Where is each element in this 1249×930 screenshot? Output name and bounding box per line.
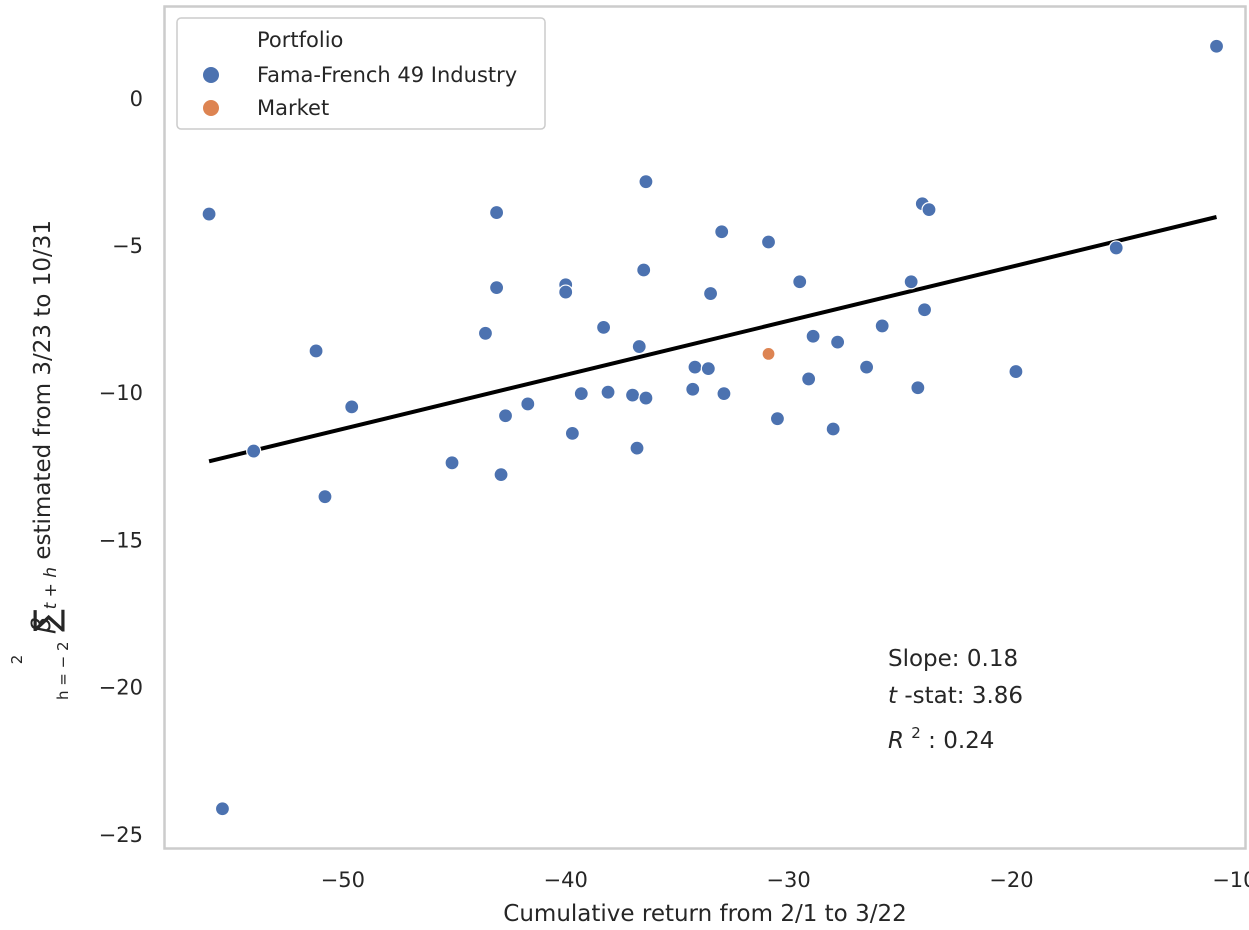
- r2-annotation: R 2 : 0.24: [888, 718, 994, 754]
- x-tick-label: −40: [544, 868, 588, 892]
- y-axis-ticks: 0 −5 −10 −15 −20 −25: [99, 87, 143, 847]
- regression-line: [208, 215, 1217, 464]
- industry-point: [858, 359, 875, 375]
- y-tick-label: 0: [130, 87, 143, 111]
- y-tick-label: −15: [99, 528, 143, 552]
- industry-point: [573, 386, 589, 402]
- slope-annotation: Slope: 0.18: [888, 646, 1018, 672]
- industry-point: [1108, 240, 1124, 256]
- industry-point: [801, 371, 817, 387]
- legend-marker-market: [203, 100, 219, 116]
- industry-point: [903, 274, 919, 290]
- industry-point: [201, 206, 217, 222]
- industry-point: [317, 489, 333, 505]
- industry-point: [687, 359, 703, 375]
- industry-point: [489, 280, 505, 296]
- sum-upper-limit: 2: [8, 655, 26, 665]
- x-tick-label: −20: [989, 868, 1033, 892]
- industry-point: [825, 421, 841, 437]
- summation-sign: ∑: [27, 609, 67, 632]
- industry-point: [921, 202, 937, 218]
- r2-value: : 0.24: [928, 728, 994, 754]
- y-axis-label: h = − 2 2 β t + h estimated from 3/23 to…: [2, 220, 74, 700]
- beta-subscript: t + h: [41, 567, 61, 610]
- industry-point: [792, 274, 808, 290]
- industry-point: [638, 174, 654, 190]
- industry-point: [1008, 363, 1024, 380]
- industry-point: [520, 396, 536, 412]
- sum-lower-limit: h = − 2: [54, 642, 72, 701]
- tstat-italic: t: [888, 683, 898, 709]
- industry-point: [444, 455, 460, 471]
- legend-entry-industry: Fama-French 49 Industry: [257, 63, 517, 87]
- legend-marker-industry: [203, 67, 219, 83]
- r2-italic: R: [888, 728, 904, 754]
- industry-point: [700, 361, 716, 377]
- industry-point: [489, 204, 505, 221]
- x-tick-label: −50: [321, 868, 365, 892]
- industry-point: [769, 411, 786, 427]
- industry-point: [685, 381, 701, 397]
- y-tick-label: −20: [99, 676, 143, 700]
- industry-point: [600, 384, 616, 400]
- industry-point: [497, 408, 514, 424]
- y-tick-label: −5: [112, 234, 143, 258]
- beta-symbol: β: [27, 617, 57, 635]
- r2-superscript: 2: [911, 724, 921, 742]
- y-tick-label: −25: [99, 823, 143, 847]
- industry-point: [636, 262, 652, 278]
- industry-point: [564, 425, 580, 441]
- legend-box: [176, 17, 546, 130]
- industry-point: [916, 302, 933, 318]
- x-axis-ticks: −50 −40 −30 −20 −10: [321, 868, 1249, 892]
- x-tick-label: −10: [1212, 868, 1249, 892]
- industry-point: [714, 224, 730, 240]
- legend-entry-market: Market: [257, 96, 329, 120]
- industry-point: [493, 467, 509, 483]
- industry-point: [308, 343, 324, 359]
- x-tick-label: −30: [766, 868, 810, 892]
- industry-point: [638, 390, 654, 406]
- industry-point: [760, 234, 777, 250]
- y-axis-label-text: estimated from 3/23 to 10/31: [30, 220, 56, 560]
- svg-text:h = − 2 2 β: h = − 2 2 β t + h estimated from 3/23 to…: [2, 220, 74, 700]
- industry-point: [629, 440, 645, 456]
- industry-point: [702, 285, 719, 302]
- y-tick-label: −10: [99, 381, 143, 405]
- industry-point: [910, 380, 926, 396]
- industry-point: [631, 338, 647, 355]
- tstat-annotation: t -stat: 3.86: [888, 683, 1023, 709]
- industry-point: [477, 325, 494, 341]
- industry-point: [214, 801, 231, 817]
- x-axis-label: Cumulative return from 2/1 to 3/22: [503, 901, 906, 927]
- industry-point: [246, 443, 262, 459]
- industry-point: [830, 334, 846, 350]
- market-point: [761, 346, 776, 361]
- industry-point: [1208, 38, 1225, 54]
- industry-point: [595, 319, 612, 336]
- industry-point: [344, 399, 360, 415]
- legend: Portfolio Fama-French 49 Industry Market: [176, 17, 546, 130]
- legend-title: Portfolio: [257, 28, 343, 52]
- tstat-value: -stat: 3.86: [904, 683, 1023, 709]
- industry-point: [805, 328, 821, 344]
- industry-point: [558, 284, 574, 300]
- industry-point: [716, 386, 732, 402]
- data-points: [201, 38, 1225, 817]
- industry-point: [624, 387, 641, 403]
- industry-point: [874, 318, 890, 334]
- plot-frame: [163, 5, 1247, 850]
